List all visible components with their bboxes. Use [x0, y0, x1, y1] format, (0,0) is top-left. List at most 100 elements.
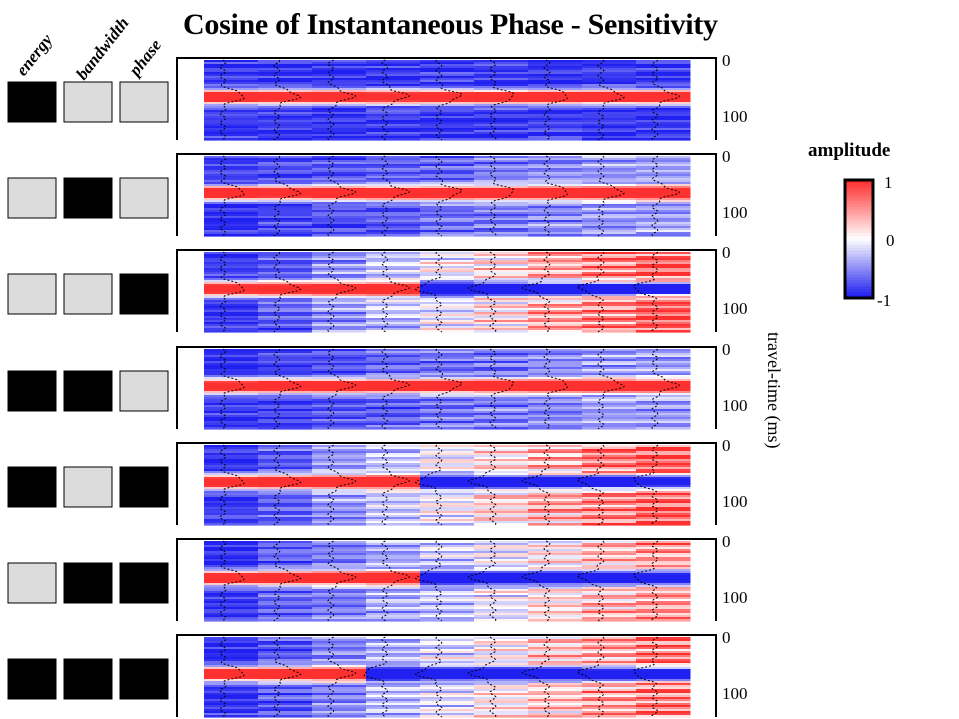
heatmap-cell: [528, 216, 583, 219]
heatmap-cell: [204, 705, 259, 708]
heatmap-cell: [420, 120, 475, 123]
heatmap-cell: [474, 405, 529, 408]
heatmap-cell: [420, 693, 475, 696]
heatmap-cell: [420, 643, 475, 646]
heatmap-cell: [366, 485, 421, 488]
heatmap-cell: [636, 517, 691, 520]
heatmap-cell: [204, 679, 259, 682]
heatmap-cell: [204, 575, 259, 578]
heatmap-cell: [204, 637, 259, 640]
heatmap-cell: [528, 591, 583, 594]
heatmap-cell: [258, 120, 313, 123]
heatmap-cell: [258, 483, 313, 486]
heatmap-cell: [366, 90, 421, 93]
heatmap-cell: [204, 292, 259, 295]
heatmap-cell: [366, 206, 421, 209]
heatmap-cell: [528, 521, 583, 524]
heatmap-cell: [258, 701, 313, 704]
heatmap-cell: [636, 699, 691, 702]
heatmap-cell: [312, 66, 367, 69]
heatmap-cell: [420, 108, 475, 111]
heatmap-cell: [312, 511, 367, 514]
heatmap-cell: [528, 268, 583, 271]
heatmap-cell: [636, 104, 691, 107]
heatmap-cell: [636, 363, 691, 366]
heatmap-cell: [258, 561, 313, 564]
heatmap-cell: [258, 505, 313, 508]
heatmap-cell: [582, 555, 637, 558]
heatmap-cell: [420, 166, 475, 169]
heatmap-cell: [582, 565, 637, 568]
heatmap-cell: [258, 513, 313, 516]
wiggle-trace: [414, 444, 443, 526]
heatmap-cell: [258, 359, 313, 362]
heatmap-cell: [528, 645, 583, 648]
heatmap-cell: [366, 515, 421, 518]
heatmap-cell: [528, 599, 583, 602]
heatmap-cell: [312, 683, 367, 686]
heatmap-cell: [582, 665, 637, 668]
heatmap-cell: [582, 667, 637, 670]
heatmap-cell: [258, 601, 313, 604]
heatmap-cell: [366, 326, 421, 329]
heatmap-cell: [366, 575, 421, 578]
heatmap-cell: [528, 577, 583, 580]
heatmap-cell: [420, 473, 475, 476]
heatmap-cell: [474, 423, 529, 426]
heatmap-cell: [312, 651, 367, 654]
heatmap-cell: [636, 479, 691, 482]
heatmap-cell: [420, 186, 475, 189]
heatmap-cell: [582, 523, 637, 526]
heatmap-cell: [636, 679, 691, 682]
heatmap-cell: [366, 218, 421, 221]
heatmap-cell: [366, 521, 421, 524]
heatmap-cell: [258, 377, 313, 380]
heatmap-cell: [312, 409, 367, 412]
heatmap-cell: [636, 405, 691, 408]
heatmap-cell: [258, 653, 313, 656]
wiggle-trace: [651, 348, 680, 430]
heatmap-cell: [528, 304, 583, 307]
heatmap-cell: [528, 120, 583, 123]
heatmap-cell: [204, 256, 259, 259]
heatmap-cell: [528, 104, 583, 107]
heatmap-cell: [636, 659, 691, 662]
heatmap-cell: [636, 577, 691, 580]
heatmap-cell: [204, 162, 259, 165]
heatmap-cell: [366, 266, 421, 269]
heatmap-cell: [474, 222, 529, 225]
heatmap-cell: [366, 302, 421, 305]
heatmap-cell: [528, 389, 583, 392]
heatmap-cell: [474, 641, 529, 644]
heatmap-cell: [258, 72, 313, 75]
heatmap-cell: [204, 469, 259, 472]
heatmap-cell: [420, 447, 475, 450]
heatmap-cell: [474, 166, 529, 169]
heatmap-cell: [582, 483, 637, 486]
heatmap-cell: [258, 252, 313, 255]
heatmap-cell: [420, 553, 475, 556]
heatmap-cell: [636, 230, 691, 233]
heatmap-cell: [204, 355, 259, 358]
heatmap-cell: [258, 497, 313, 500]
heatmap-cell: [258, 709, 313, 712]
heatmap-cell: [204, 657, 259, 660]
heatmap-cell: [366, 551, 421, 554]
heatmap-cell: [258, 427, 313, 430]
heatmap-cell: [528, 561, 583, 564]
heatmap-cell: [474, 278, 529, 281]
heatmap-cell: [420, 351, 475, 354]
heatmap-cell: [312, 355, 367, 358]
heatmap-cell: [312, 711, 367, 714]
heatmap-cell: [528, 298, 583, 301]
heatmap-cell: [474, 397, 529, 400]
heatmap-cell: [258, 116, 313, 119]
heatmap-cell: [420, 162, 475, 165]
heatmap-cell: [420, 371, 475, 374]
heatmap-cell: [582, 383, 637, 386]
heatmap-cell: [582, 415, 637, 418]
heatmap-cell: [258, 397, 313, 400]
heatmap-cell: [636, 591, 691, 594]
heatmap-cell: [636, 200, 691, 203]
heatmap-cell: [258, 657, 313, 660]
